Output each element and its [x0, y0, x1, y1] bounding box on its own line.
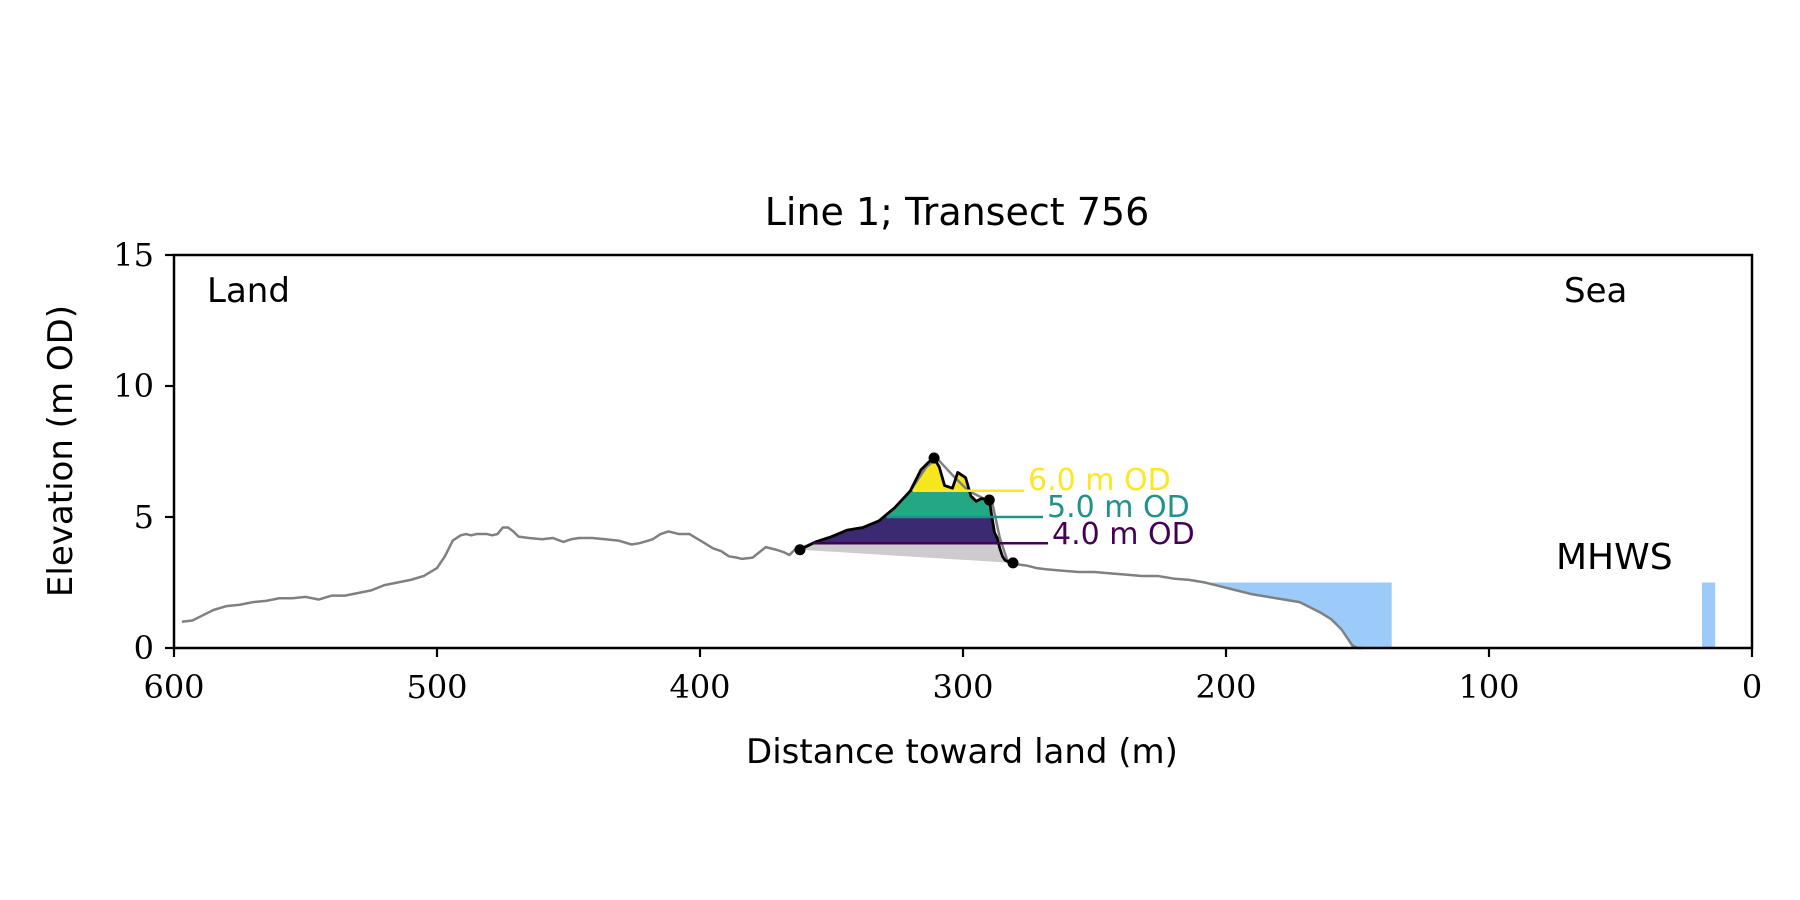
water-layer — [1210, 583, 1715, 649]
x-tick-label: 300 — [932, 668, 993, 706]
y-tick-label: 5 — [134, 498, 154, 536]
mhws-label: MHWS — [1556, 537, 1673, 578]
profile-line — [182, 458, 1363, 648]
y-axis-ticks: 0 5 10 15 — [113, 236, 174, 667]
dune-point — [1007, 557, 1018, 568]
water-fill — [1210, 583, 1391, 649]
x-tick-label: 0 — [1742, 668, 1762, 706]
profile-layer — [182, 458, 1363, 648]
x-tick-label: 500 — [406, 668, 467, 706]
chart: Line 1; Transect 756 6.0 m OD5.0 m OD4.0… — [0, 0, 1800, 900]
x-tick-label: 600 — [143, 668, 204, 706]
contour-label-4: 4.0 m OD — [1052, 517, 1195, 552]
x-tick-label: 100 — [1458, 668, 1519, 706]
plot-area: 6.0 m OD5.0 m OD4.0 m OD — [182, 453, 1715, 648]
x-tick-label: 200 — [1195, 668, 1256, 706]
plot-frame — [174, 255, 1752, 648]
y-tick-label: 10 — [113, 367, 154, 405]
x-axis-ticks: 600 500 400 300 200 100 0 — [143, 648, 1762, 706]
sea-label: Sea — [1564, 271, 1627, 311]
y-tick-label: 0 — [134, 629, 154, 667]
y-axis-label: Elevation (m OD) — [41, 305, 81, 597]
dune-point — [984, 494, 995, 505]
y-tick-label: 15 — [113, 236, 154, 274]
band-4-5 — [813, 517, 998, 543]
x-tick-label: 400 — [669, 668, 730, 706]
chart-title: Line 1; Transect 756 — [765, 190, 1150, 234]
land-label: Land — [207, 271, 290, 311]
contour-band-layer — [813, 458, 998, 543]
dune-point — [794, 544, 805, 555]
water-fill — [1702, 583, 1715, 649]
x-axis-label: Distance toward land (m) — [746, 732, 1178, 772]
dune-point — [929, 453, 940, 464]
